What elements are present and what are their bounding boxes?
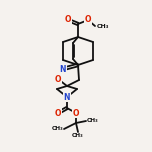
Text: O: O <box>73 109 79 117</box>
Text: N: N <box>60 64 66 74</box>
Text: CH₃: CH₃ <box>97 24 109 29</box>
Text: N: N <box>64 93 70 102</box>
Text: O: O <box>85 16 91 24</box>
Text: O: O <box>55 74 61 83</box>
Text: O: O <box>55 109 61 117</box>
Text: CH₃: CH₃ <box>87 119 99 123</box>
Text: O: O <box>65 16 71 24</box>
Text: CH₃: CH₃ <box>51 126 63 131</box>
Text: CH₃: CH₃ <box>72 133 84 138</box>
